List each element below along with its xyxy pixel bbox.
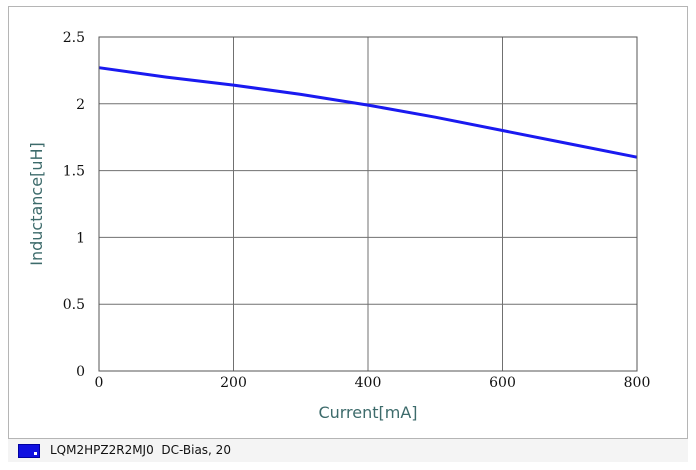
series-line [98,66,638,159]
y-tick-label: 0.5 [63,297,85,313]
legend-label: LQM2HPZ2R2MJ0 DC-Bias, 20 [50,443,231,457]
series-layer [98,66,638,159]
plot-border [98,36,638,372]
y-tick-label: 2 [76,97,85,113]
x-tick-label: 600 [489,375,516,391]
legend-swatch [18,444,40,458]
x-tick-label: 0 [95,375,104,391]
y-tick-label: 0 [76,364,85,380]
x-tick-label: 200 [220,375,247,391]
y-tick-label: 2.5 [63,30,85,46]
x-tick-label: 400 [355,375,382,391]
legend-bar: LQM2HPZ2R2MJ0 DC-Bias, 20 [8,438,688,462]
y-tick-label: 1 [76,230,85,246]
y-axis-title: Inductance[uH] [27,142,46,265]
y-tick-label: 1.5 [63,164,85,180]
tick-labels: 0 200 400 600 800 0 0.5 1 1.5 2 2.5 [63,30,651,391]
x-tick-label: 800 [624,375,651,391]
x-axis-title: Current[mA] [318,403,417,422]
